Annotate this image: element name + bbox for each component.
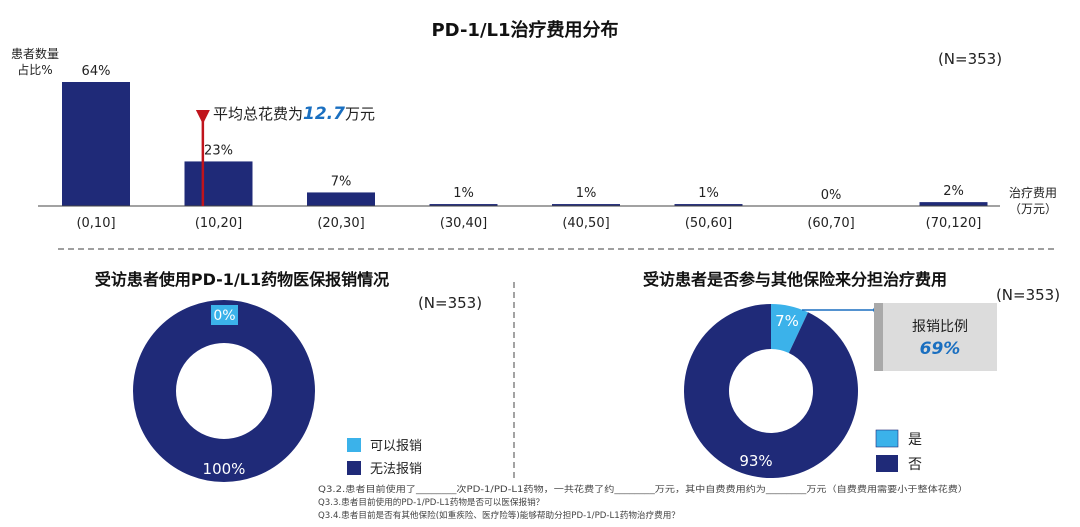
- bar-2: [307, 192, 375, 206]
- donut1-slice-1: [133, 300, 315, 482]
- donut1-legend-label-1: 无法报销: [370, 462, 422, 477]
- x-tick-label-2: (20,30]: [317, 216, 364, 231]
- average-suffix: 万元: [345, 105, 375, 123]
- donut2-n-label: (N=353): [996, 286, 1060, 304]
- donut1-slice-label-1: 100%: [203, 460, 246, 478]
- average-prefix: 平均总花费为: [213, 105, 303, 123]
- footnote-q3-4: Q3.4.患者目前是否有其他保险(如重疾险、医疗险等)能够帮助分担PD-1/PD…: [318, 509, 680, 521]
- average-marker-triangle: [195, 110, 210, 124]
- x-tick-label-5: (50,60]: [685, 216, 732, 231]
- bar-value-label-4: 1%: [576, 186, 597, 201]
- average-annotation: 平均总花费为12.7万元: [213, 104, 375, 124]
- y-axis-label-line1: 患者数量: [11, 46, 59, 61]
- donut1-legend-label-0: 可以报销: [370, 439, 422, 454]
- donut1-legend-swatch-0: [347, 438, 361, 452]
- bar-value-label-0: 64%: [82, 64, 111, 79]
- donut1-slice-label-0: 0%: [213, 308, 235, 324]
- bar-value-label-3: 1%: [453, 186, 474, 201]
- bar-value-label-6: 0%: [821, 188, 842, 203]
- donut2-slice-label-0: 7%: [775, 312, 799, 330]
- x-axis-label-line2: （万元）: [1009, 202, 1057, 216]
- footnote-q3-3: Q3.3.患者目前使用的PD-1/PD-L1药物是否可以医保报销？: [318, 496, 544, 508]
- bar-value-label-7: 2%: [943, 184, 964, 199]
- bar-0: [62, 82, 130, 206]
- bar-7: [919, 202, 988, 206]
- footnote-q3-2: Q3.2.患者目前使用了________次PD-1/PD-L1药物，一共花费了约…: [318, 483, 968, 495]
- donut1-zero-slice-label-box: [211, 305, 238, 325]
- bar-value-label-2: 7%: [331, 174, 352, 189]
- donut2-legend-label-0: 是: [908, 432, 922, 448]
- callout-bar: [874, 303, 883, 371]
- x-tick-label-4: (40,50]: [562, 216, 609, 231]
- x-axis-label-line1: 治疗费用: [1009, 186, 1057, 200]
- donut1-n-label: (N=353): [418, 294, 482, 312]
- bar-chart-n-label: (N=353): [938, 50, 1002, 68]
- x-tick-label-3: (30,40]: [440, 216, 487, 231]
- bar-value-label-5: 1%: [698, 186, 719, 201]
- bar-3: [429, 204, 498, 206]
- donut1-title: 受访患者使用PD-1/L1药物医保报销情况: [95, 270, 389, 289]
- y-axis-label-line2: 占比%: [17, 62, 52, 77]
- callout-value: 69%: [920, 339, 961, 359]
- donut2-slice-label-1: 93%: [739, 452, 772, 470]
- callout-box: [883, 303, 997, 371]
- donut2-legend-label-1: 否: [908, 457, 922, 473]
- donut2-legend-swatch-0: [875, 429, 899, 448]
- average-marker: [195, 110, 210, 206]
- bar-1: [184, 161, 253, 206]
- x-tick-label-7: (70,120]: [926, 216, 982, 231]
- donut2: [684, 304, 859, 479]
- donut2-legend-swatch-1: [876, 455, 898, 472]
- x-tick-label-6: (60,70]: [807, 216, 854, 231]
- donut2-slice-0: [771, 304, 809, 353]
- x-tick-label-0: (0,10]: [76, 216, 115, 231]
- bar-series: 64% (0,10] 23% (10,20] 7% (20,30] 1% (30,40] 1% (…: [62, 64, 988, 231]
- average-value: 12.7: [303, 104, 345, 124]
- donut1-legend-swatch-1: [347, 461, 361, 475]
- callout-label: 报销比例: [912, 319, 968, 335]
- bar-5: [674, 204, 743, 206]
- donut2-slice-1: [684, 304, 859, 479]
- donut2-title: 受访患者是否参与其他保险来分担治疗费用: [643, 270, 947, 289]
- bar-value-label-1: 23%: [204, 143, 233, 158]
- x-tick-label-1: (10,20]: [195, 216, 242, 231]
- bar-4: [552, 204, 620, 206]
- bar-chart-title: PD-1/L1治疗费用分布: [431, 19, 618, 41]
